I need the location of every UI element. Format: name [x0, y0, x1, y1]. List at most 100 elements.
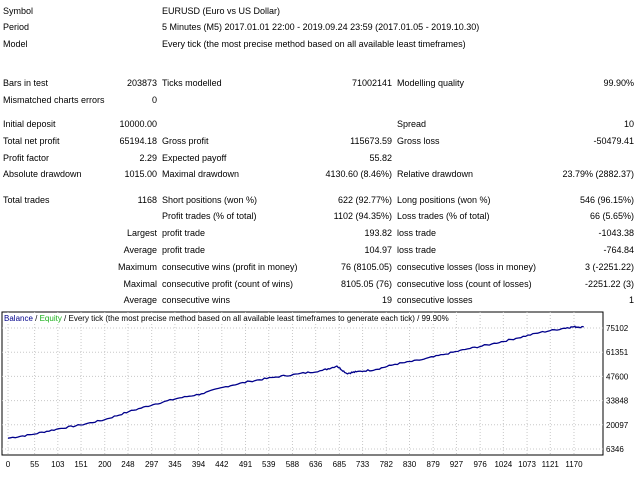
- x-tick-label: 103: [51, 460, 65, 469]
- y-axis-ticks: 75102 61351 47600 33848 20097 6346: [606, 324, 629, 454]
- profit-factor-label: Profit factor: [3, 153, 50, 163]
- average-consecutive-wins-label: consecutive wins: [162, 295, 231, 305]
- gross-profit-value: 115673.59: [350, 136, 392, 146]
- average-consecutive-wins-value: 19: [381, 295, 392, 305]
- x-tick-label: 0: [6, 460, 11, 469]
- deposit-value: 10000.00: [119, 119, 157, 129]
- bars-value: 203873: [126, 78, 157, 88]
- average-profit-value: 104.97: [364, 245, 392, 255]
- loss-trades-label: Loss trades (% of total): [397, 211, 490, 221]
- model-value: Every tick (the most precise method base…: [162, 39, 466, 49]
- x-tick-label: 442: [215, 460, 229, 469]
- largest-loss-label: loss trade: [397, 228, 437, 238]
- x-tick-label: 539: [262, 460, 276, 469]
- absolute-drawdown-value: 1015.00: [124, 169, 157, 179]
- x-tick-label: 394: [192, 460, 206, 469]
- x-tick-label: 1121: [542, 460, 560, 469]
- x-tick-label: 733: [356, 460, 370, 469]
- x-tick-label: 782: [380, 460, 394, 469]
- legend-equity: Equity: [39, 314, 62, 323]
- relative-drawdown-value: 23.79% (2882.37): [562, 169, 634, 179]
- model-label: Model: [3, 39, 28, 49]
- y-tick-label: 20097: [606, 421, 629, 430]
- largest-label: Largest: [126, 228, 157, 238]
- maximal-consecutive-profit-value: 8105.05 (76): [340, 279, 392, 289]
- y-tick-label: 47600: [606, 372, 629, 381]
- mismatch-label: Mismatched charts errors: [3, 95, 105, 105]
- x-tick-label: 200: [98, 460, 112, 469]
- net-profit-label: Total net profit: [3, 136, 60, 146]
- total-trades-value: 1168: [137, 195, 157, 205]
- gross-loss-label: Gross loss: [397, 136, 440, 146]
- maximum-label: Maximum: [117, 262, 157, 272]
- max-consecutive-losses-label: consecutive losses (loss in money): [397, 262, 537, 272]
- y-tick-label: 33848: [606, 397, 629, 406]
- symbol-value: EURUSD (Euro vs US Dollar): [162, 6, 281, 16]
- short-positions-value: 622 (92.77%): [337, 195, 392, 205]
- grid-lines: [2, 312, 603, 455]
- quality-value: 99.90%: [603, 78, 634, 88]
- average-consecutive-label: Average: [123, 295, 157, 305]
- x-tick-label: 636: [309, 460, 323, 469]
- average-label: Average: [123, 245, 157, 255]
- spread-label: Spread: [397, 119, 427, 129]
- quality-label: Modelling quality: [397, 78, 465, 88]
- net-profit-value: 65194.18: [119, 136, 157, 146]
- y-tick-label: 6346: [606, 445, 624, 454]
- maximal-label: Maximal: [123, 279, 157, 289]
- gross-loss-value: -50479.41: [593, 136, 634, 146]
- x-tick-label: 297: [145, 460, 159, 469]
- chart-legend: Balance / Equity / Every tick (the most …: [4, 314, 449, 323]
- x-tick-label: 1073: [518, 460, 536, 469]
- profit-trades-label: Profit trades (% of total): [162, 211, 257, 221]
- maximal-consecutive-loss-value: -2251.22 (3): [584, 279, 634, 289]
- period-value: 5 Minutes (M5) 2017.01.01 22:00 - 2019.0…: [162, 22, 480, 32]
- expected-payoff-label: Expected payoff: [162, 153, 227, 163]
- maximal-drawdown-label: Maximal drawdown: [162, 169, 240, 179]
- x-tick-label: 1170: [565, 460, 583, 469]
- x-tick-label: 685: [333, 460, 347, 469]
- balance-chart: 75102 61351 47600 33848 20097 6346 0 55 103 151 2…: [1, 311, 629, 469]
- profit-factor-value: 2.29: [139, 153, 157, 163]
- legend-separator: /: [32, 314, 40, 323]
- bars-label: Bars in test: [3, 78, 49, 88]
- profit-trades-value: 1102 (94.35%): [333, 211, 392, 221]
- x-tick-label: 588: [286, 460, 300, 469]
- x-tick-label: 491: [239, 460, 253, 469]
- total-trades-label: Total trades: [3, 195, 50, 205]
- x-tick-label: 345: [168, 460, 182, 469]
- maximal-consecutive-profit-label: consecutive profit (count of wins): [162, 279, 294, 289]
- x-tick-label: 248: [121, 460, 135, 469]
- largest-profit-value: 193.82: [364, 228, 392, 238]
- x-tick-label: 927: [450, 460, 464, 469]
- gross-profit-label: Gross profit: [162, 136, 209, 146]
- short-positions-label: Short positions (won %): [162, 195, 258, 205]
- relative-drawdown-label: Relative drawdown: [397, 169, 474, 179]
- average-profit-label: profit trade: [162, 245, 206, 255]
- x-tick-label: 879: [427, 460, 441, 469]
- long-positions-label: Long positions (won %): [397, 195, 491, 205]
- x-tick-label: 151: [74, 460, 88, 469]
- maximal-drawdown-value: 4130.60 (8.46%): [325, 169, 392, 179]
- x-axis-ticks: 0 55 103 151 200 248 297 345 394 442 491 539 588 636 6…: [6, 460, 583, 469]
- max-consecutive-wins-label: consecutive wins (profit in money): [162, 262, 298, 272]
- x-tick-label: 830: [403, 460, 417, 469]
- absolute-drawdown-label: Absolute drawdown: [3, 169, 82, 179]
- max-consecutive-losses-value: 3 (-2251.22): [584, 262, 634, 272]
- symbol-label: Symbol: [3, 6, 34, 16]
- average-consecutive-losses-value: 1: [628, 295, 634, 305]
- period-label: Period: [3, 22, 30, 32]
- x-tick-label: 976: [473, 460, 487, 469]
- average-consecutive-losses-label: consecutive losses: [397, 295, 473, 305]
- expected-payoff-value: 55.82: [369, 153, 392, 163]
- x-tick-label: 55: [30, 460, 39, 469]
- legend-balance: Balance: [4, 314, 33, 323]
- maximal-consecutive-loss-label: consecutive loss (count of losses): [397, 279, 532, 289]
- spread-value: 10: [623, 119, 634, 129]
- ticks-label: Ticks modelled: [162, 78, 222, 88]
- legend-description: / Every tick (the most precise method ba…: [61, 314, 449, 323]
- ticks-value: 71002141: [351, 78, 392, 88]
- x-tick-label: 1024: [494, 460, 512, 469]
- average-loss-label: loss trade: [397, 245, 437, 255]
- deposit-label: Initial deposit: [3, 119, 56, 129]
